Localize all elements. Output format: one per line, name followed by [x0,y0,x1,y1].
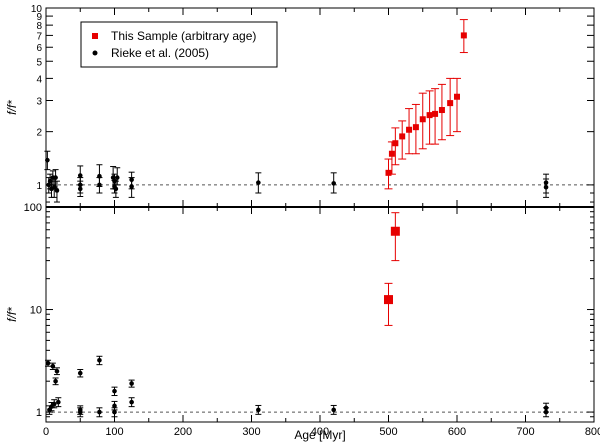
y-tick-label: 8 [36,21,42,32]
x-tick-label: 500 [379,426,397,438]
bottom-panel: 1 10 100 0 100 200 300 400 500 600 700 800 Age [Myr]… [5,202,600,442]
y-tick-label: 100 [24,202,42,214]
x-tick-label: 700 [516,426,534,438]
data-point-circle [331,407,337,413]
data-point-circle [77,173,83,178]
data-point-circle [112,388,117,394]
data-point-circle [45,360,51,366]
data-point-square [384,295,393,305]
data-point-circle [114,175,120,180]
y-tick-label: 9 [36,12,42,23]
data-point-circle [113,186,119,192]
data-point-circle [53,175,58,180]
x-tick-label: 800 [585,426,600,438]
data-point-circle [129,399,134,405]
legend-label: This Sample (arbitrary age) [111,29,256,43]
data-point-square [390,226,400,236]
y-axis-label: f/f* [5,100,19,115]
x-tick-label: 0 [43,426,49,438]
data-point-square [438,107,445,114]
data-point-circle [77,370,83,376]
data-point-square [392,140,399,147]
data-point-circle [97,182,102,188]
data-point-circle [331,181,337,186]
y-axis-label: f/f* [5,307,19,322]
data-point-circle [77,186,83,192]
y-tick-label: 10 [30,305,42,317]
data-point-square [447,100,454,107]
x-tick-label: 200 [174,426,192,438]
data-point-circle [56,399,61,405]
data-point-circle [543,409,549,415]
x-tick-label: 400 [311,426,329,438]
x-tick-label: 600 [448,426,466,438]
x-axis-label: Age [Myr] [294,428,345,442]
legend-marker-square [92,33,98,39]
data-point-circle [53,378,58,384]
data-point-circle [256,180,261,185]
data-point-square [426,112,433,119]
data-point-circle [45,157,50,163]
x-tick-label: 100 [105,426,123,438]
data-point-square [406,126,413,133]
legend-label: Rieke et al. (2005) [111,46,209,60]
data-point-circle [97,357,102,363]
data-point-circle [543,184,549,190]
plot-frame [45,206,595,423]
y-tick-label: 2 [36,128,42,139]
data-point-circle [129,381,134,386]
data-point-square [388,150,395,157]
legend-marker-circle [92,50,98,56]
y-tick-label: 4 [36,74,42,85]
data-point-circle [112,409,117,415]
data-point-circle [51,401,57,407]
data-point-circle [256,407,261,413]
y-tick-label: 5 [36,57,42,68]
y-tick-label: 1 [36,181,42,192]
y-tick-label: 7 [36,31,42,42]
data-point-circle [97,409,102,415]
data-point-circle [54,188,60,193]
data-point-circle [112,403,117,409]
legend: This Sample (arbitrary age) Rieke et al. … [80,21,278,68]
data-point-circle [129,184,134,189]
data-point-square [412,124,419,131]
y-tick-label: 6 [36,43,42,54]
x-tick-label: 300 [242,426,260,438]
data-point-circle [54,368,60,374]
data-point-circle [77,409,83,415]
data-point-square [454,93,460,100]
legend-box [80,21,278,68]
data-point-square [385,169,392,176]
data-point-square [432,110,439,117]
y-tick-label: 10 [31,4,43,15]
data-point-square [419,116,426,123]
data-point-square [460,32,467,39]
y-tick-label: 3 [36,96,42,107]
y-tick-label: 1 [36,407,42,419]
data-point-square [399,133,406,140]
